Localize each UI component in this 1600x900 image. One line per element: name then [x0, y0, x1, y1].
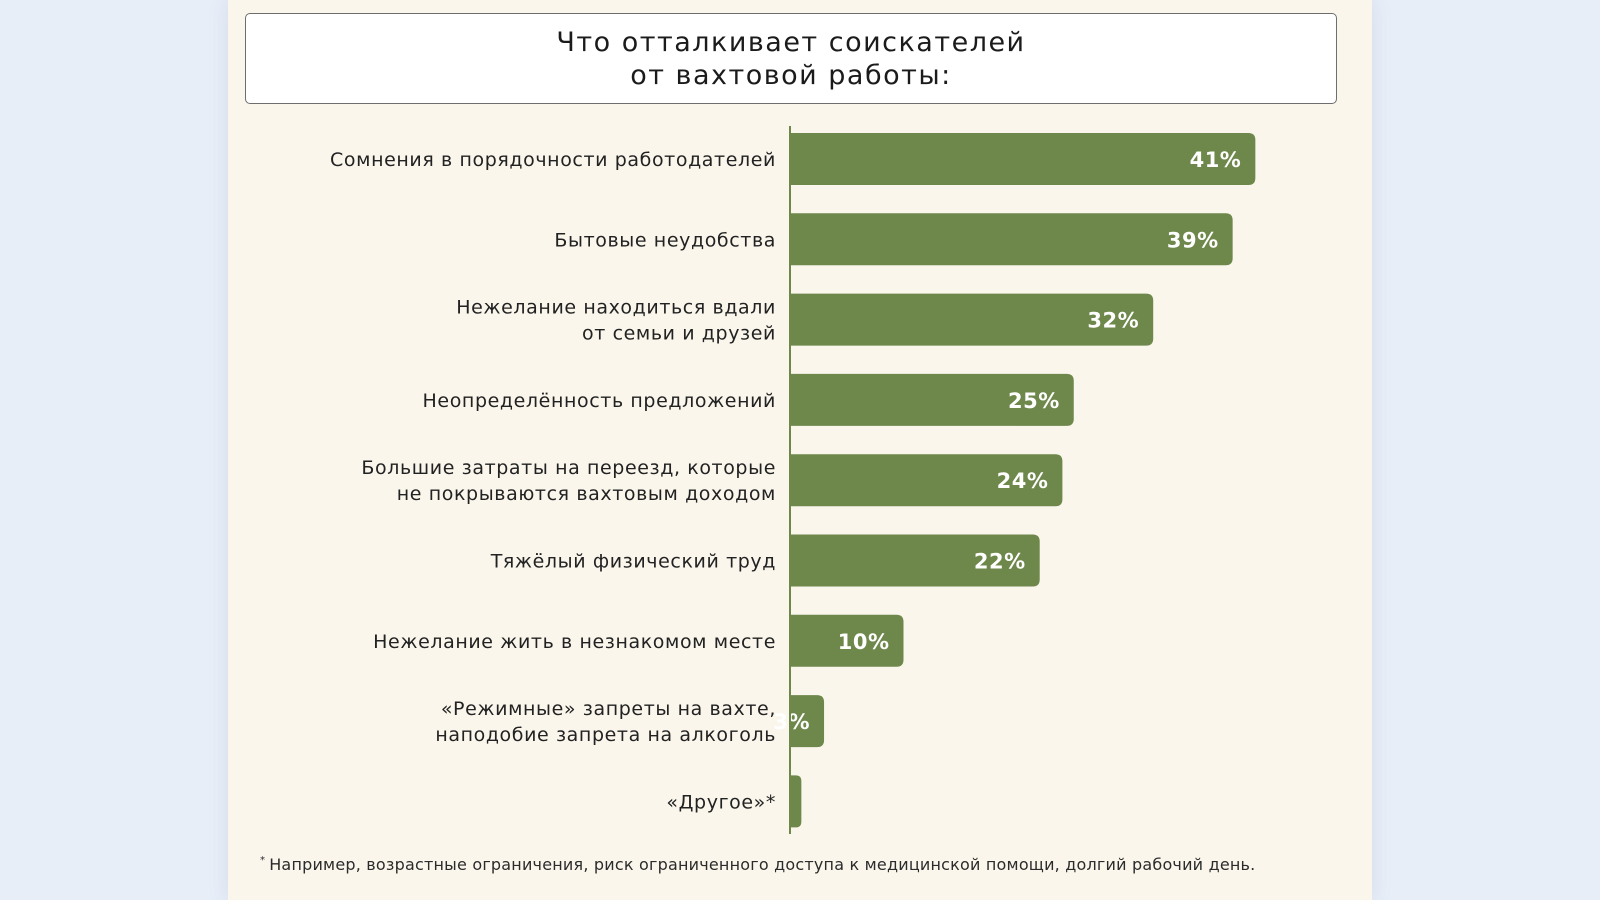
bar-value-label-2: 39% — [1167, 228, 1219, 252]
bar-3 — [790, 293, 1154, 346]
bar-7 — [790, 614, 904, 667]
bar-1 — [790, 133, 1256, 185]
bar-6 — [790, 534, 1040, 587]
bar-8 — [790, 695, 825, 748]
bar-value-label-8: 3% — [773, 710, 810, 734]
category-label-5-line-1: Большие затраты на переезд, которые — [361, 457, 776, 479]
bar-value-label-1: 41% — [1190, 148, 1242, 172]
category-label-7: Нежелание жить в незнакомом месте — [373, 631, 776, 653]
category-label-3-line-2: от семьи и друзей — [582, 323, 776, 345]
bar-2 — [790, 213, 1233, 266]
chart-title-box: Что отталкивает соискателей от вахтовой … — [245, 13, 1337, 104]
category-label-2: Бытовые неудобства — [554, 229, 776, 251]
bar-4 — [790, 373, 1074, 426]
bar-9 — [790, 775, 802, 828]
category-label-3-line-1: Нежелание находиться вдали — [456, 297, 776, 319]
category-label-5-line-2: не покрываются вахтовым доходом — [397, 483, 776, 505]
bar-value-label-7: 10% — [838, 630, 890, 654]
chart-title-line-2: от вахтовой работы: — [630, 59, 952, 91]
bar-value-label-4: 25% — [1008, 389, 1060, 413]
footnote-text: Например, возрастные ограничения, риск о… — [269, 855, 1256, 874]
category-label-9: «Другое»* — [666, 791, 776, 813]
footnote: * Например, возрастные ограничения, риск … — [260, 855, 1255, 874]
bar-value-label-3: 32% — [1087, 309, 1139, 333]
category-label-1: Сомнения в порядочности работодателей — [330, 149, 776, 171]
bar-value-label-6: 22% — [974, 550, 1026, 574]
category-label-6: Тяжёлый физический труд — [490, 551, 776, 573]
bar-5 — [790, 454, 1063, 507]
category-label-8-line-2: наподобие запрета на алкоголь — [435, 724, 776, 746]
chart-title-line-1: Что отталкивает соискателей — [556, 26, 1026, 58]
footnote-marker: * — [260, 855, 266, 866]
category-label-8-line-1: «Режимные» запреты на вахте, — [441, 698, 776, 720]
bar-value-label-5: 24% — [997, 469, 1049, 493]
category-label-4: Неопределённость предложений — [423, 390, 776, 412]
